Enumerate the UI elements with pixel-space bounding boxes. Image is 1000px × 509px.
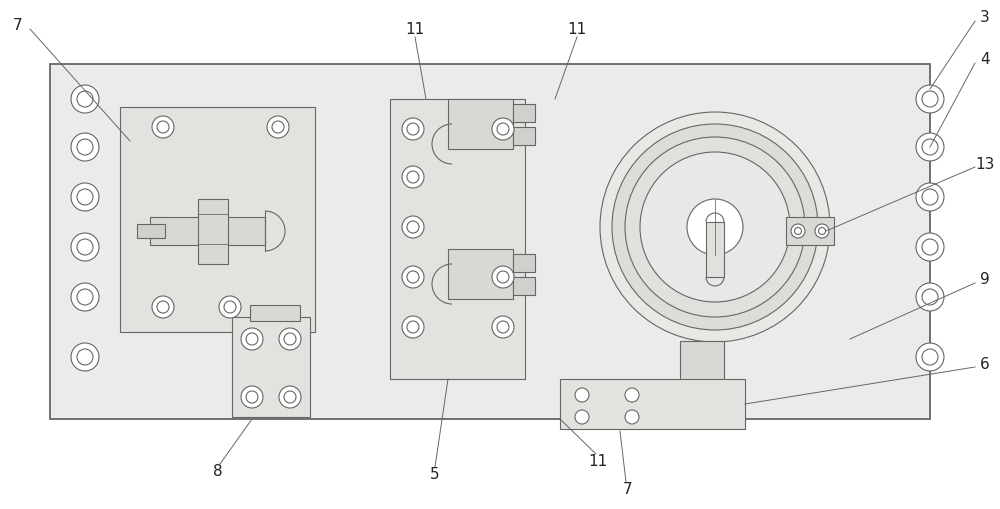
Bar bbox=[513, 254, 535, 272]
Bar bbox=[513, 105, 535, 123]
Circle shape bbox=[407, 221, 419, 234]
Bar bbox=[120, 108, 315, 332]
Circle shape bbox=[246, 391, 258, 403]
Circle shape bbox=[407, 124, 419, 136]
Bar bbox=[137, 224, 165, 239]
Circle shape bbox=[916, 284, 944, 312]
Circle shape bbox=[279, 328, 301, 350]
Circle shape bbox=[402, 216, 424, 239]
Circle shape bbox=[916, 134, 944, 162]
Circle shape bbox=[407, 271, 419, 284]
Circle shape bbox=[922, 190, 938, 206]
Text: 11: 11 bbox=[405, 22, 425, 38]
Bar bbox=[448, 249, 513, 299]
Circle shape bbox=[157, 301, 169, 314]
Circle shape bbox=[922, 140, 938, 156]
Circle shape bbox=[77, 349, 93, 365]
Bar bbox=[390, 100, 525, 379]
Circle shape bbox=[575, 410, 589, 424]
Bar bbox=[513, 128, 535, 146]
Circle shape bbox=[922, 240, 938, 256]
Bar bbox=[250, 305, 300, 321]
Circle shape bbox=[152, 117, 174, 139]
Circle shape bbox=[492, 267, 514, 289]
Circle shape bbox=[640, 153, 790, 302]
Circle shape bbox=[497, 271, 509, 284]
Circle shape bbox=[687, 200, 743, 256]
Circle shape bbox=[497, 124, 509, 136]
Text: 8: 8 bbox=[213, 464, 223, 478]
Circle shape bbox=[402, 119, 424, 140]
Circle shape bbox=[492, 317, 514, 338]
Circle shape bbox=[922, 349, 938, 365]
Text: 13: 13 bbox=[975, 157, 995, 172]
Circle shape bbox=[71, 284, 99, 312]
Circle shape bbox=[241, 386, 263, 408]
Text: 9: 9 bbox=[980, 272, 990, 287]
Circle shape bbox=[71, 184, 99, 212]
Bar bbox=[680, 342, 724, 396]
Circle shape bbox=[402, 166, 424, 189]
Circle shape bbox=[152, 296, 174, 318]
Circle shape bbox=[267, 117, 289, 139]
Bar bbox=[786, 217, 834, 245]
Circle shape bbox=[157, 122, 169, 134]
Text: 3: 3 bbox=[980, 11, 990, 25]
Circle shape bbox=[246, 333, 258, 345]
Circle shape bbox=[71, 86, 99, 114]
Circle shape bbox=[916, 184, 944, 212]
Circle shape bbox=[922, 92, 938, 108]
Circle shape bbox=[77, 92, 93, 108]
Bar bbox=[448, 100, 513, 150]
Circle shape bbox=[492, 119, 514, 140]
Circle shape bbox=[625, 388, 639, 402]
Circle shape bbox=[71, 234, 99, 262]
Circle shape bbox=[407, 321, 419, 333]
Text: 6: 6 bbox=[980, 357, 990, 372]
Bar bbox=[513, 277, 535, 295]
Text: 11: 11 bbox=[567, 22, 587, 38]
Circle shape bbox=[71, 344, 99, 371]
Circle shape bbox=[922, 290, 938, 305]
Circle shape bbox=[791, 224, 805, 239]
Circle shape bbox=[224, 301, 236, 314]
Circle shape bbox=[600, 113, 830, 343]
Bar bbox=[560, 379, 745, 429]
Circle shape bbox=[77, 290, 93, 305]
Circle shape bbox=[77, 140, 93, 156]
Circle shape bbox=[916, 234, 944, 262]
Circle shape bbox=[916, 344, 944, 371]
Circle shape bbox=[407, 172, 419, 184]
Circle shape bbox=[625, 410, 639, 424]
Circle shape bbox=[77, 240, 93, 256]
Circle shape bbox=[612, 125, 818, 330]
Bar bbox=[232, 318, 310, 417]
Text: 4: 4 bbox=[980, 52, 990, 67]
Circle shape bbox=[402, 317, 424, 338]
Circle shape bbox=[625, 138, 805, 318]
Circle shape bbox=[219, 296, 241, 318]
Circle shape bbox=[77, 190, 93, 206]
Bar bbox=[50, 65, 930, 419]
Circle shape bbox=[815, 224, 829, 239]
Circle shape bbox=[497, 321, 509, 333]
Bar bbox=[150, 217, 265, 245]
Circle shape bbox=[284, 391, 296, 403]
Text: 7: 7 bbox=[13, 17, 23, 33]
Circle shape bbox=[575, 388, 589, 402]
Circle shape bbox=[402, 267, 424, 289]
Circle shape bbox=[272, 122, 284, 134]
Text: 11: 11 bbox=[588, 454, 608, 469]
Bar bbox=[706, 222, 724, 277]
Circle shape bbox=[794, 228, 801, 235]
Circle shape bbox=[71, 134, 99, 162]
Text: 5: 5 bbox=[430, 467, 440, 482]
Circle shape bbox=[916, 86, 944, 114]
Circle shape bbox=[279, 386, 301, 408]
Circle shape bbox=[241, 328, 263, 350]
Text: 7: 7 bbox=[623, 482, 633, 496]
Bar bbox=[198, 200, 228, 265]
Circle shape bbox=[818, 228, 825, 235]
Circle shape bbox=[284, 333, 296, 345]
